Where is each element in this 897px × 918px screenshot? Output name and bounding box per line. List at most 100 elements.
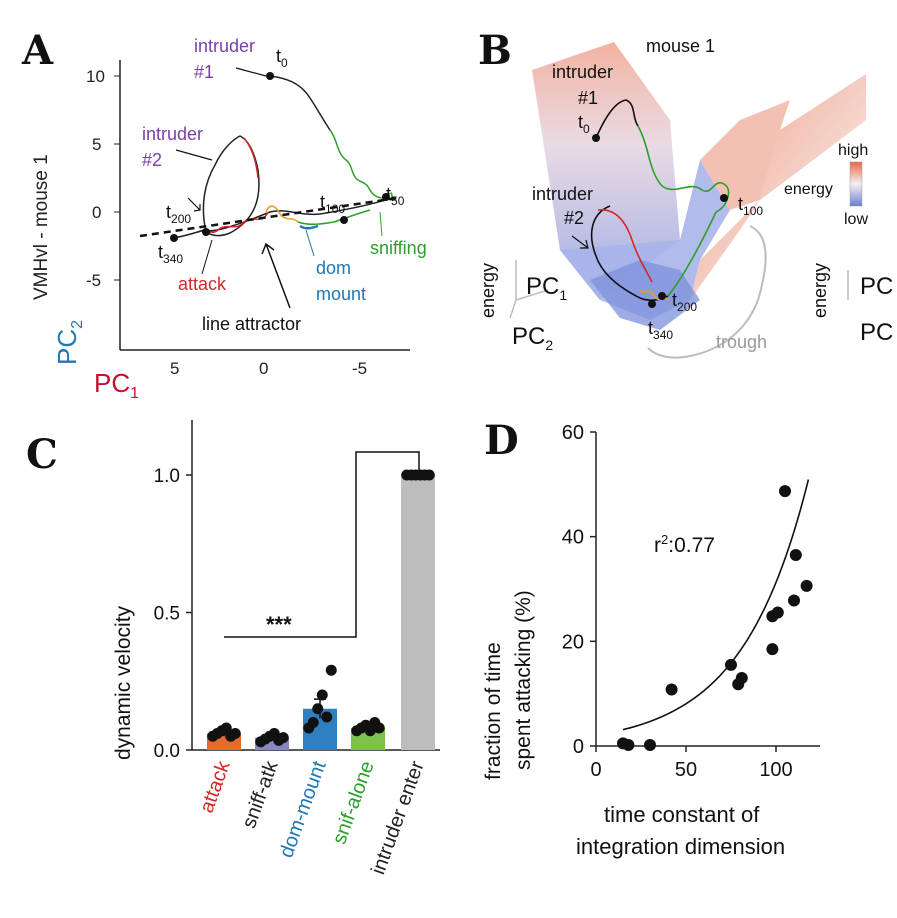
panel-c: C dynamic velocity 0.0 0.5 1.0 attack sniff…: [26, 420, 440, 878]
point-t340: [170, 234, 178, 242]
scatter-point: [789, 548, 802, 561]
panel-a-ytick-5: 5: [92, 135, 101, 154]
b-traj-start: [595, 99, 639, 139]
surface-right: [690, 74, 866, 300]
dom-pointer: [305, 229, 315, 257]
energy-surface: [532, 42, 866, 330]
b-traj-green: [637, 125, 730, 213]
b-label-t0: t0: [578, 112, 590, 136]
panel-letter-d: D: [484, 417, 519, 464]
b-label-t100: t100: [738, 194, 763, 218]
panel-a-annotations: intruder #1 t0 intruder #2 t50 t100 t200…: [142, 36, 427, 334]
gizmo-pc1-axis: [515, 289, 549, 301]
significance-bracket: [224, 451, 420, 638]
panel-a-y-ticks: 10 5 0 -5: [86, 67, 120, 290]
label-trough: trough: [716, 332, 767, 352]
fit-curve: [622, 479, 810, 731]
d-ytick-label: 20: [562, 631, 584, 653]
panel-c-bars: [207, 469, 435, 750]
c-xtick-label: sniff-atk: [238, 757, 283, 831]
c-ytick-label: 0.5: [154, 604, 180, 625]
pc1-main: PC: [94, 368, 130, 398]
trajectory-attack-loop: [243, 137, 259, 179]
panel-a-y-title: VMHvl - mouse 1: [31, 154, 52, 300]
panel-b-points: [592, 134, 728, 308]
scatter-point: [788, 594, 800, 607]
d-xtick-label: 100: [759, 759, 792, 781]
d-ytick-label: 60: [562, 422, 584, 444]
colorbar-low: low: [844, 211, 868, 228]
point-t0: [266, 72, 274, 80]
attack-pointer: [201, 239, 213, 275]
panel-a: A 10 5 0 -5 5 0 -5 VMHvl - mouse 1 PC2 P…: [21, 27, 427, 402]
panel-a-ytick-10: 10: [86, 67, 105, 86]
label-t340: t340: [158, 242, 183, 266]
line-attractor-arrow: [261, 242, 291, 309]
panel-b-cut-gizmo: energy PC PC: [810, 263, 893, 346]
b-label-intruder2-a: intruder: [532, 184, 593, 204]
label-intruder2-a: intruder: [142, 124, 203, 144]
colorbar-label: energy: [784, 181, 833, 198]
data-point: [364, 725, 376, 737]
b-traj-red: [597, 209, 653, 283]
label-t100: t100: [320, 192, 345, 216]
panel-b-annotations: intruder #1 t0 intruder #2 t100 t200 t34…: [532, 62, 763, 342]
b-intruder2-arrow: [571, 235, 589, 249]
point-t100: [340, 216, 348, 224]
d-ytick-label: 40: [562, 527, 584, 549]
panel-letter-b: B: [478, 27, 512, 74]
trajectory-start-segment: [269, 75, 331, 131]
colorbar-high: high: [838, 142, 868, 159]
pc2-main: PC: [52, 329, 82, 365]
trajectory-dom-segment: [299, 224, 319, 230]
b-label-intruder1-b: #1: [578, 88, 598, 108]
energy-colorbar: high energy low: [784, 142, 868, 228]
b-energy-label: energy: [478, 263, 498, 318]
label-sniffing: sniffing: [370, 238, 427, 258]
label-t50: t50: [386, 184, 405, 208]
data-point: [321, 711, 333, 723]
label-dom-mount-b: mount: [316, 284, 366, 304]
panel-letter-c: C: [26, 431, 58, 478]
panel-letter-a: A: [21, 27, 54, 74]
c-xtick-label: dom-mount: [275, 758, 330, 861]
label-dom-mount-a: dom: [316, 258, 351, 278]
b-point-t100: [720, 194, 728, 202]
scatter-point: [779, 485, 791, 498]
panel-a-xtick-neg5: -5: [352, 359, 367, 378]
b-pc-cut-2: PC: [860, 319, 893, 346]
panel-d-ticks: 0 50 100 0 20 40 60: [562, 422, 793, 781]
intruder1-pointer: [235, 67, 267, 77]
panel-d-ylabel-a: fraction of time: [482, 642, 505, 780]
b-point-t0: [592, 134, 600, 142]
b-traj-loop: [590, 205, 669, 301]
c-xtick-label: snif-alone: [328, 758, 378, 847]
b-traj-to-t100: [667, 211, 717, 297]
panel-b-trajectory: [590, 99, 730, 301]
b-pc2-label: PC2: [512, 323, 553, 353]
label-t200: t200: [166, 202, 191, 226]
panel-a-ytick-neg5: -5: [86, 271, 101, 290]
scatter-point: [735, 671, 748, 684]
b-label-t340: t340: [648, 318, 673, 342]
c-ytick-label: 1.0: [154, 466, 180, 487]
panel-a-xtick-0: 0: [259, 359, 268, 378]
line-attractor: [139, 196, 399, 238]
svg-text:PC2: PC2: [52, 320, 86, 365]
panel-d: D 0 50 100 0 20 40 60 r2:0.77 time constant of…: [482, 417, 820, 859]
trajectory-sniff-segment-1: [329, 129, 393, 199]
data-point: [373, 722, 385, 734]
scatter-point: [665, 683, 678, 696]
scatter-point: [725, 658, 737, 671]
scatter-point: [800, 579, 813, 592]
label-line-attractor: line attractor: [202, 314, 301, 334]
d-xtick-label: 50: [675, 759, 697, 781]
point-t50: [382, 193, 390, 201]
data-point: [325, 664, 337, 676]
label-intruder2-b: #2: [142, 150, 162, 170]
panel-c-x-labels: attack sniff-atkdom-mountsnif-aloneintrud…: [196, 757, 429, 877]
data-point: [316, 689, 328, 701]
gizmo-pc2-axis: [509, 299, 517, 319]
